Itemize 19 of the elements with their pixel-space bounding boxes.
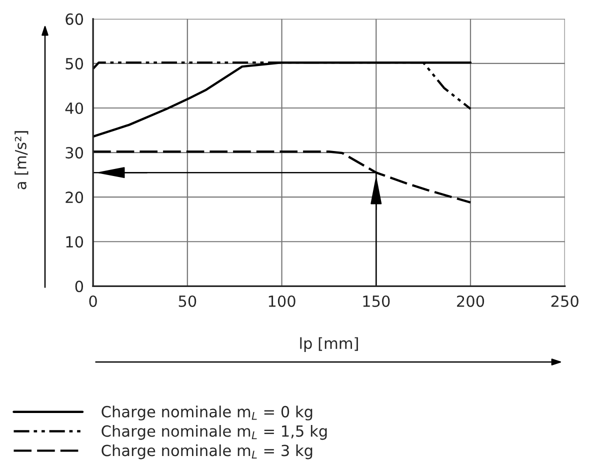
x-tick-label: 100 <box>268 295 296 308</box>
line-series <box>93 61 472 138</box>
x-tick-label: 0 <box>89 295 97 308</box>
y-tick-label: 40 <box>65 102 84 114</box>
y-tick-label: 30 <box>66 147 84 159</box>
y-tick-label: 10 <box>66 236 84 248</box>
x-tick-label: 250 <box>551 295 578 308</box>
legend-label: Charge nominale m$_{L}$ = 1,5 kg <box>102 425 327 440</box>
y-tick-label: 50 <box>66 58 84 70</box>
x-tick-label: 50 <box>178 295 196 308</box>
y-axis-title: a [m/s²] <box>14 131 28 190</box>
legend-label: Charge nominale m$_{L}$ = 3 kg <box>102 444 312 460</box>
x-tick-label: 150 <box>363 295 390 308</box>
y-tick-label: 0 <box>75 280 84 292</box>
x-axis-title: lp [mm] <box>300 337 358 352</box>
legend-label: Charge nominale m$_{L}$ = 0 kg <box>102 406 312 420</box>
x-tick-label: 200 <box>457 295 484 308</box>
y-tick-label: 20 <box>66 192 84 204</box>
y-tick-label: 60 <box>66 13 84 25</box>
